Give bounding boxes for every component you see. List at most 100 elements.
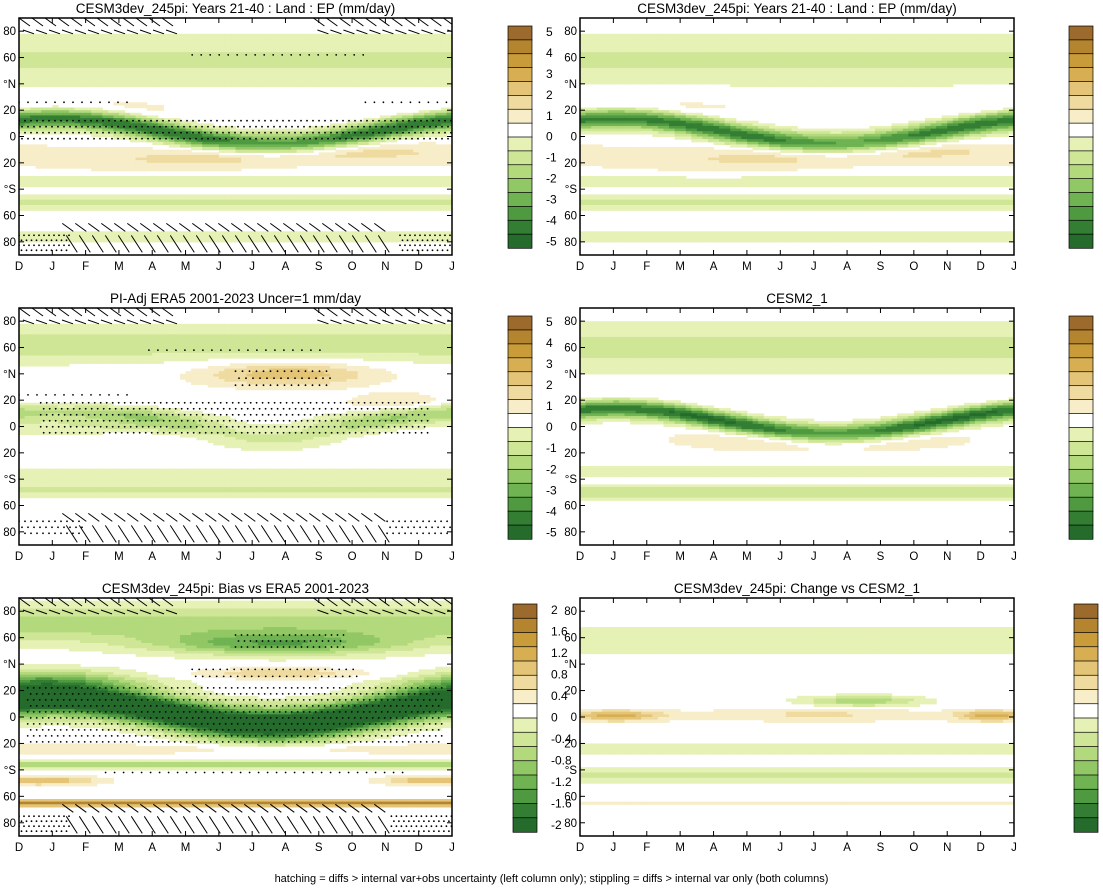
heatmap-cell (207, 49, 214, 53)
heatmap-cell (35, 123, 42, 127)
heatmap-cell (346, 68, 353, 72)
heatmap-cell (196, 204, 203, 209)
heatmap-cell (263, 231, 270, 235)
heatmap-cell (35, 83, 42, 88)
hatch-mark (143, 235, 156, 253)
heatmap-cell (141, 157, 148, 161)
colorbar-box (507, 108, 533, 124)
heatmap-cell (291, 49, 298, 53)
heatmap-cell (174, 144, 181, 148)
heatmap-cell (163, 181, 170, 185)
heatmap-cell (302, 78, 309, 82)
heatmap-cell (435, 112, 442, 117)
heatmap-cell (886, 33, 893, 38)
heatmap-cell (669, 33, 676, 38)
heatmap-cell (440, 239, 448, 243)
heatmap-cell (102, 157, 109, 161)
heatmap-cell (168, 68, 176, 72)
heatmap-cell (63, 197, 70, 201)
hatch-mark (260, 235, 273, 253)
heatmap-cell (440, 202, 448, 206)
heatmap-cell (207, 178, 214, 182)
heatmap-cell (24, 120, 31, 124)
stipple-dot (336, 119, 338, 122)
stipple-dot (40, 239, 43, 242)
heatmap-cell (174, 128, 181, 132)
heatmap-cell (340, 83, 348, 88)
heatmap-cell (41, 197, 48, 201)
heatmap-cell (368, 118, 375, 122)
heatmap-cell (68, 239, 76, 243)
heatmap-cell (429, 118, 436, 122)
heatmap-cell (413, 144, 420, 148)
heatmap-cell (118, 33, 126, 38)
heatmap-cell (313, 62, 320, 66)
heatmap-cell (291, 57, 298, 61)
heatmap-cell (318, 75, 325, 80)
heatmap-cell (991, 39, 998, 43)
heatmap-cell (46, 231, 53, 235)
heatmap-cell (118, 83, 126, 88)
heatmap-cell (235, 165, 242, 169)
stipple-dot (219, 137, 221, 140)
heatmap-cell (113, 70, 120, 74)
heatmap-cell (719, 36, 726, 40)
heatmap-cell (241, 78, 248, 82)
heatmap-cell (24, 152, 31, 156)
heatmap-cell (296, 136, 303, 140)
heatmap-cell (229, 141, 237, 145)
heatmap-cell (402, 123, 409, 127)
heatmap-cell (379, 144, 386, 148)
heatmap-cell (424, 65, 431, 69)
hatch-mark (182, 235, 195, 253)
heatmap-cell (279, 62, 287, 66)
heatmap-cell (107, 125, 114, 130)
heatmap-cell (613, 39, 620, 43)
heatmap-cell (46, 115, 53, 119)
heatmap-cell (130, 39, 137, 43)
heatmap-cell (741, 39, 748, 43)
heatmap-cell (68, 60, 76, 64)
heatmap-cell (74, 54, 81, 59)
heatmap-cell (24, 110, 31, 114)
heatmap-cell (52, 239, 59, 243)
x-tick-label: J (49, 261, 55, 273)
heatmap-cell (152, 118, 159, 122)
heatmap-cell (324, 70, 331, 74)
heatmap-cell (179, 54, 187, 59)
heatmap-cell (24, 149, 31, 153)
heatmap-cell (24, 33, 31, 38)
heatmap-cell (674, 36, 681, 40)
heatmap-cell (307, 181, 314, 185)
hatch-mark (312, 235, 325, 253)
heatmap-cell (229, 197, 237, 201)
heatmap-cell (130, 52, 137, 56)
heatmap-cell (435, 110, 442, 114)
heatmap-cell (335, 136, 342, 140)
heatmap-cell (274, 136, 281, 140)
heatmap-cell (46, 36, 53, 40)
x-tick-label: M (114, 261, 124, 273)
heatmap-cell (174, 233, 181, 238)
heatmap-cell (390, 157, 398, 161)
heatmap-cell (107, 39, 114, 43)
heatmap-cell (385, 178, 392, 182)
heatmap-cell (141, 194, 148, 198)
heatmap-cell (318, 147, 325, 151)
heatmap-cell (30, 68, 37, 72)
heatmap-cell (424, 202, 431, 206)
heatmap-cell (908, 33, 915, 38)
heatmap-cell (329, 33, 337, 38)
heatmap-cell (102, 236, 109, 240)
heatmap-cell (96, 83, 103, 88)
heatmap-cell (174, 236, 181, 240)
heatmap-cell (74, 233, 81, 238)
heatmap-cell (152, 199, 159, 203)
heatmap-cell (313, 65, 320, 69)
heatmap-cell (257, 199, 264, 203)
heatmap-cell (346, 199, 353, 203)
heatmap-cell (1002, 36, 1010, 40)
stipple-dot (150, 119, 152, 122)
heatmap-cell (329, 60, 337, 64)
heatmap-cell (168, 57, 176, 61)
